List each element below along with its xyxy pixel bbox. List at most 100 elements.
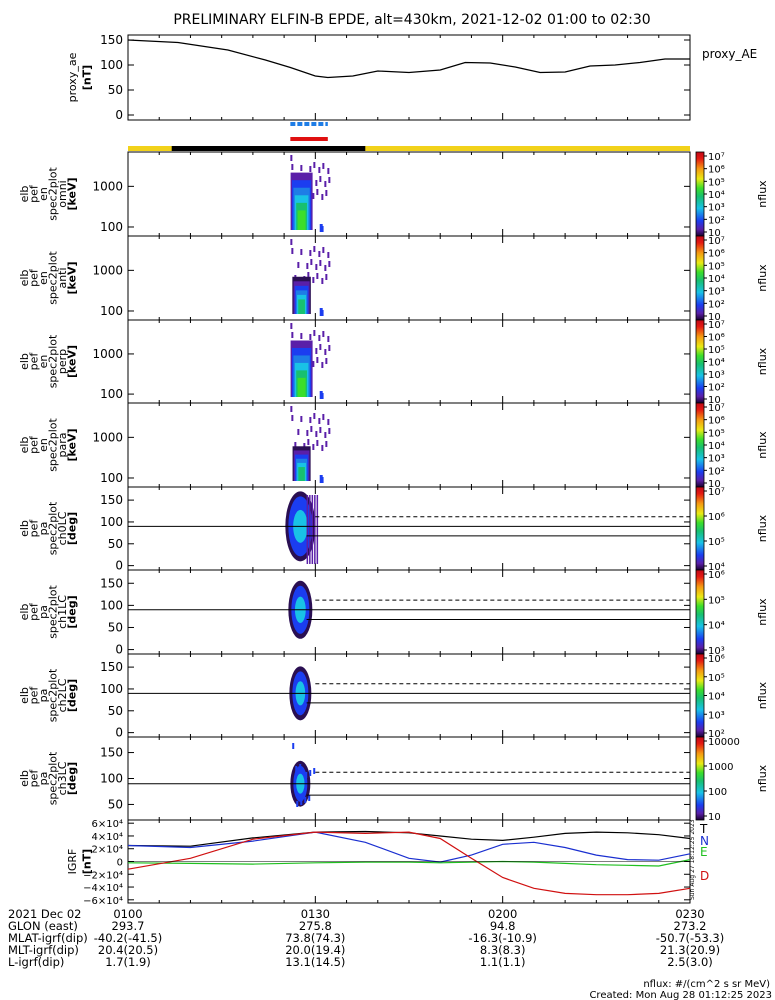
x-table-cell: 8.3(8.3) [480,943,526,957]
energy-speckle [291,415,294,421]
colorbar-tick-label: 10³ [708,370,725,381]
colorbar [695,569,705,655]
energy-speckle [321,278,324,284]
y-axis-label-line: elb [18,520,31,537]
y-tick-label: 150 [100,33,123,47]
y-axis-label-line: elb [18,437,31,454]
y-axis-label-line: elb [18,604,31,621]
colorbar-tick-label: 10⁷ [708,320,725,331]
y-axis-label-line: pef [28,686,41,705]
y-axis-label-line: pef [28,602,41,621]
y-tick-label: 150 [100,576,123,590]
energy-speckle [319,427,322,433]
legend-entry-N: N [700,834,709,848]
energy-speckle [313,413,316,419]
y-tick-label: −2×10⁴ [83,870,123,881]
energy-speckle [309,417,312,423]
colorbar-tick-label: 10² [708,729,725,740]
energy-speckle [324,432,327,438]
energy-speckle [328,261,331,267]
y-tick-label: 100 [100,598,123,612]
colorbar-label: nflux [756,598,769,626]
energy-speckle [300,249,303,255]
colorbar-tick-label: 10³ [708,287,725,298]
created-stamp: Created: Mon Aug 28 01:12:25 2023 [589,990,772,1000]
energy-speckle [316,273,319,279]
panel-en_perp: 1000100elbpefenspec2plotperp[keV]10⁷10⁶1… [18,319,769,406]
energy-speckle [291,332,294,338]
y-axis-label-line: pa [37,772,50,786]
colorbar-tick-label: 10 [708,479,721,490]
energy-speckle [319,224,323,232]
energy-speckle [319,344,322,350]
energy-speckle [322,247,325,253]
y-axis-label-line: en [37,187,50,201]
colorbar [695,653,705,738]
energy-speckle [315,180,318,186]
igrf-T-line [127,830,691,847]
y-axis-label-line: spec2plot [47,167,60,221]
y-axis-label-line: pef [28,184,41,203]
colorbar-tick-label: 10⁷ [708,152,725,163]
y-axis-label-line: omni [56,180,69,207]
energy-speckle [290,239,293,245]
energy-speckle [310,259,313,265]
y-axis-label-line: para [56,433,69,458]
x-table-row-label: MLT-igrf(dip) [8,943,79,957]
y-axis-label-line: ch3LC [56,761,69,795]
y-tick-label: 0 [115,643,123,657]
colorbar-tick-label: 10² [708,215,725,226]
pa-speckle [313,768,316,774]
colorbar-tick-label: 10⁶ [708,570,725,581]
energy-speckle [325,274,328,280]
y-axis-label-line: spec2plot [47,251,60,305]
y-axis-label-line: ch0LC [56,511,69,545]
energy-speckle [328,177,331,183]
colorbar-tick-label: 10⁴ [708,190,725,201]
y-axis-label-line: spec2plot [47,418,60,472]
energy-speckle [300,165,303,171]
y-tick-label: 50 [108,83,123,97]
panel-en_omni: 1000100elbpefenspec2plotomni[keV]10⁷10⁶1… [18,151,769,239]
colorbar-tick-label: 10 [708,395,721,406]
energy-speckle [290,323,293,329]
y-tick-label: 0 [115,108,123,122]
colorbar [695,235,705,321]
y-axis-label-line: [keV] [66,345,79,378]
pa-speckle [309,770,312,776]
energy-speckle [318,418,321,424]
pa-speckle [295,766,298,772]
y-tick-label: 100 [100,772,123,786]
energy-speckle [307,439,310,445]
colorbar-tick-label: 10⁵ [708,673,725,684]
energy-speckle [324,349,327,355]
colorbar-tick-label: 10 [708,312,721,323]
energy-speckle [319,475,323,483]
energy-speckle [300,333,303,339]
x-table-cell: 0100 [113,907,142,921]
colorbar-tick-label: 10⁵ [708,177,725,188]
panel-frame [127,486,691,571]
units-footnote: nflux: #/(cm^2 s sr MeV) [643,979,770,990]
y-axis-label-line: proxy_ae [66,52,79,102]
energy-speckle [294,442,297,448]
panel-en_anti: 1000100elbpefenspec2plotanti[keV]10⁷10⁶1… [18,235,769,323]
energy-speckle [318,251,321,257]
spectrograms [128,155,690,807]
x-table-cell: -16.3(-10.9) [468,931,536,945]
y-axis-label-line: elb [18,186,31,203]
energy-speckle [321,362,324,368]
y-axis-label-line: ch1LC [56,595,69,629]
x-table-cell: 21.3(20.9) [660,943,720,957]
colorbar-tick-label: 100 [708,787,727,798]
energy-speckle [319,308,323,316]
y-axis-label-line: perp [56,349,69,374]
energy-speckle [318,167,321,173]
colorbar-tick-label: 10⁵ [708,261,725,272]
colorbar-label: nflux [756,681,769,709]
y-axis-label-line: [keV] [66,177,79,210]
